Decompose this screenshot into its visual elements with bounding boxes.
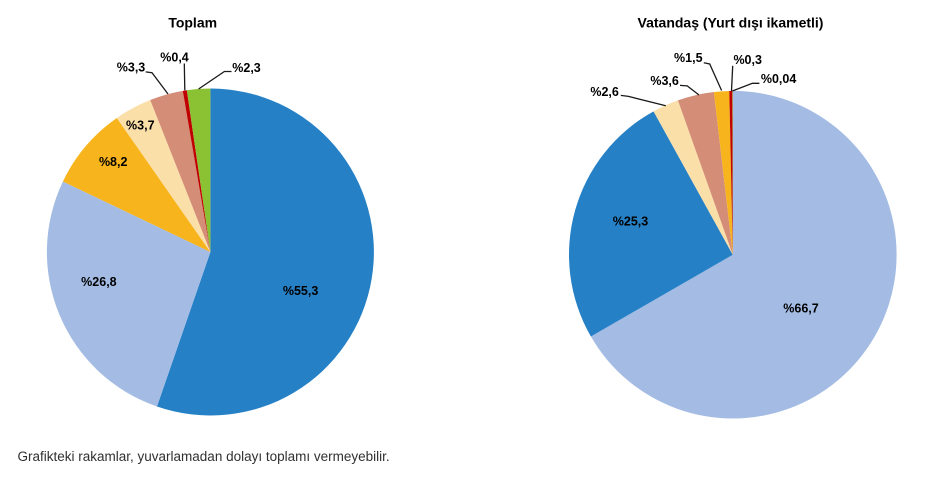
- svg-text:Vatandaş (Yurt dışı ikametli): Vatandaş (Yurt dışı ikametli): [638, 15, 824, 31]
- svg-text:%25,3: %25,3: [613, 215, 648, 229]
- svg-text:%3,6: %3,6: [650, 74, 679, 88]
- svg-text:Grafikteki rakamlar, yuvarlama: Grafikteki rakamlar, yuvarlamadan dolayı…: [18, 449, 390, 464]
- svg-text:%2,6: %2,6: [590, 85, 619, 99]
- svg-text:%0,04: %0,04: [761, 72, 796, 86]
- svg-text:%3,3: %3,3: [117, 61, 146, 75]
- svg-text:%26,8: %26,8: [81, 275, 116, 289]
- svg-text:%3,7: %3,7: [126, 119, 155, 133]
- svg-text:Toplam: Toplam: [168, 15, 217, 31]
- svg-text:%0,3: %0,3: [733, 53, 762, 67]
- svg-text:%0,4: %0,4: [160, 51, 189, 65]
- svg-text:%55,3: %55,3: [283, 284, 318, 298]
- svg-text:%2,3: %2,3: [232, 61, 261, 75]
- svg-text:%66,7: %66,7: [783, 302, 818, 316]
- svg-text:%1,5: %1,5: [674, 51, 703, 65]
- svg-text:%8,2: %8,2: [99, 155, 128, 169]
